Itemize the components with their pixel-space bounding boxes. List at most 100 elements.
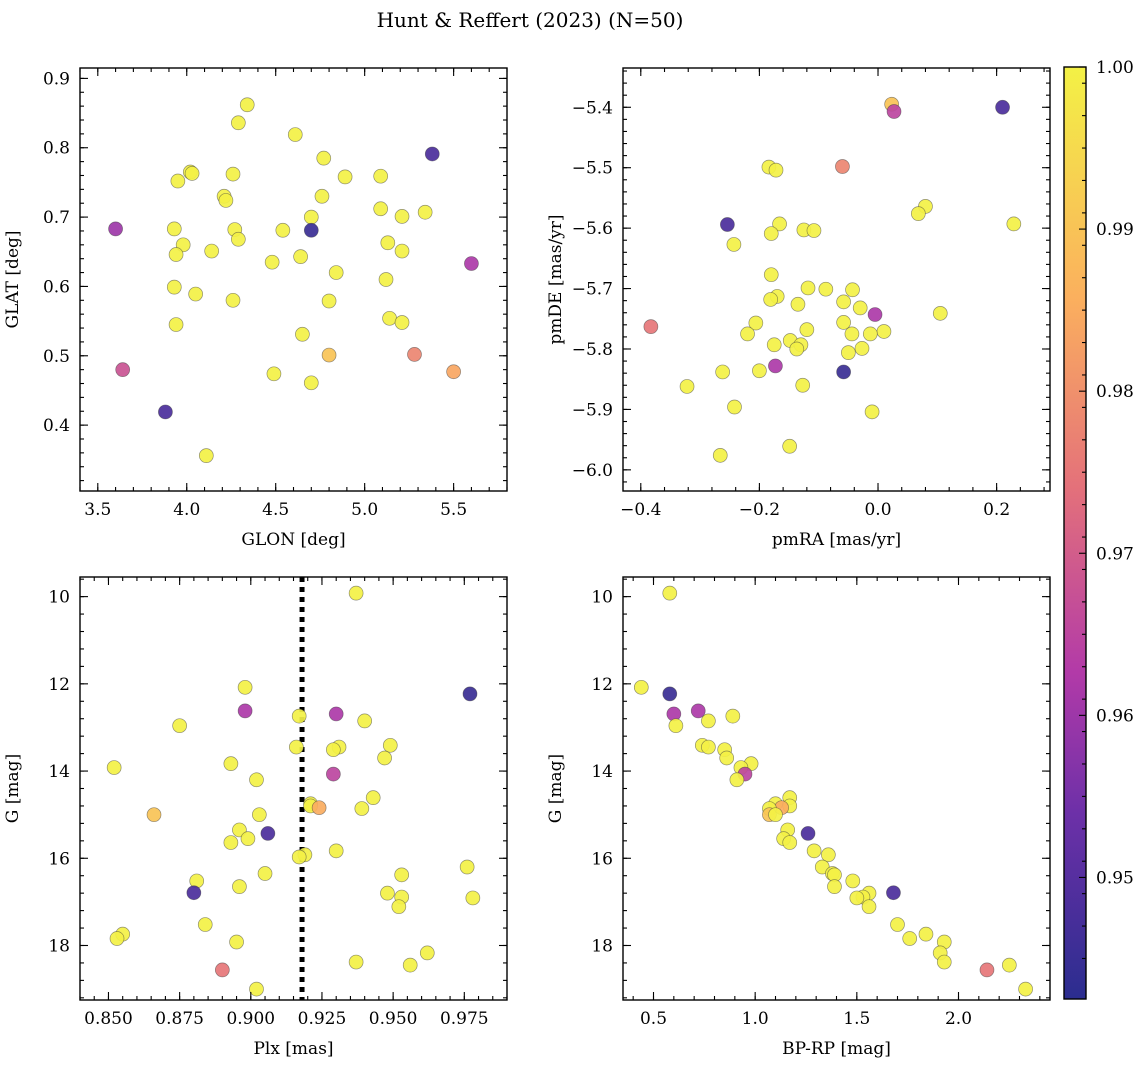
scatter-points <box>106 585 481 997</box>
colorbar-tick-label: 0.99 <box>1096 220 1134 240</box>
data-point <box>790 296 806 312</box>
y-tick-label: 10 <box>591 588 613 608</box>
data-point <box>844 326 860 342</box>
y-tick-label: 18 <box>591 936 613 956</box>
x-tick-label: −0.4 <box>620 500 661 520</box>
x-tick-label: 4.0 <box>173 500 200 520</box>
x-axis-label: BP-RP [mag] <box>782 1039 891 1059</box>
data-point <box>264 254 280 270</box>
data-point <box>214 962 230 978</box>
y-tick-label: 14 <box>48 762 70 782</box>
data-point <box>768 358 783 374</box>
data-point <box>1018 981 1033 997</box>
data-point <box>321 293 337 309</box>
data-point <box>464 256 479 271</box>
data-point <box>782 438 797 454</box>
y-tick-label: −5.6 <box>572 219 613 239</box>
data-point <box>115 362 131 377</box>
data-point <box>303 375 319 391</box>
data-point <box>391 899 407 915</box>
data-point <box>166 279 182 295</box>
data-point <box>314 188 330 204</box>
data-point <box>328 265 344 280</box>
y-tick-label: 18 <box>48 936 70 956</box>
data-point <box>862 326 878 342</box>
x-axis-label: GLON [deg] <box>241 530 345 550</box>
data-point <box>166 221 182 237</box>
x-tick-label: 0.2 <box>983 500 1010 520</box>
data-point <box>303 222 319 238</box>
x-tick-label: 0.5 <box>640 1009 667 1029</box>
axis-ticks: 0.850 0.875 0.900 0.925 0.950 0.975 10 12 14 16 18 <box>48 577 507 1029</box>
data-point <box>763 292 779 307</box>
data-point <box>291 849 307 865</box>
data-point <box>407 347 422 362</box>
y-tick-label: −5.4 <box>572 98 613 118</box>
data-point <box>772 216 787 232</box>
data-point <box>766 337 782 353</box>
data-point <box>158 404 173 420</box>
data-point <box>701 739 716 755</box>
y-tick-label: 0.6 <box>43 277 70 297</box>
data-point <box>849 890 865 906</box>
data-point <box>918 926 934 942</box>
colorbar-tick-label: 1.00 <box>1096 58 1134 78</box>
y-tick-label: 14 <box>591 762 613 782</box>
data-point <box>726 237 742 252</box>
x-tick-label: 5.0 <box>351 500 378 520</box>
data-point <box>337 169 353 185</box>
data-point <box>237 679 253 695</box>
data-point <box>251 807 267 823</box>
data-point <box>293 249 308 264</box>
y-tick-label: −5.9 <box>572 400 613 420</box>
data-point <box>184 166 200 181</box>
data-point <box>719 750 735 766</box>
x-axis-label: Plx [mas] <box>253 1039 333 1059</box>
minor-ticks <box>79 68 508 491</box>
data-point <box>402 957 418 973</box>
data-point <box>377 750 392 766</box>
plot-frame <box>622 67 1051 492</box>
data-point <box>886 885 901 901</box>
data-point <box>782 835 798 850</box>
data-point <box>821 847 836 863</box>
data-point <box>748 315 764 331</box>
data-point <box>218 193 234 208</box>
data-point <box>170 173 186 189</box>
plot-frame <box>622 576 1051 1001</box>
data-point <box>260 826 276 841</box>
data-point <box>789 341 805 357</box>
colorbar-tick-label: 0.98 <box>1096 382 1134 402</box>
data-point <box>394 867 410 883</box>
data-point <box>382 737 398 753</box>
data-point <box>852 300 868 316</box>
data-point <box>186 885 202 901</box>
data-point <box>365 790 381 806</box>
data-point <box>380 235 396 251</box>
data-point <box>321 347 337 363</box>
axis-ticks: −0.4 −0.2 0.0 0.2 −6.0 −5.9 −5.8 −5.7 −5.6 −5.5 −5… <box>572 68 1050 520</box>
data-point <box>382 310 397 326</box>
data-point <box>886 104 902 119</box>
data-point <box>690 703 706 719</box>
y-tick-label: 0.9 <box>43 69 70 89</box>
data-point <box>799 322 815 338</box>
data-point <box>835 159 850 174</box>
x-tick-label: 3.5 <box>84 500 111 520</box>
data-point <box>1006 216 1022 232</box>
data-point <box>287 127 303 142</box>
data-point <box>800 280 816 296</box>
data-point <box>465 890 481 906</box>
data-point <box>446 364 461 380</box>
data-point <box>223 756 239 771</box>
data-point <box>633 679 649 695</box>
data-point <box>419 945 435 961</box>
colorbar-gradient <box>1064 67 1086 999</box>
panel-1: 3.5 4.0 4.5 5.0 5.5 0.4 0.5 0.6 0.7 0.8 0.9 GLON [d… <box>3 67 508 550</box>
data-point <box>204 243 220 259</box>
data-point <box>354 801 370 816</box>
data-point <box>257 866 273 881</box>
data-point <box>328 706 344 722</box>
y-tick-label: 12 <box>591 675 613 695</box>
data-point <box>715 364 730 380</box>
